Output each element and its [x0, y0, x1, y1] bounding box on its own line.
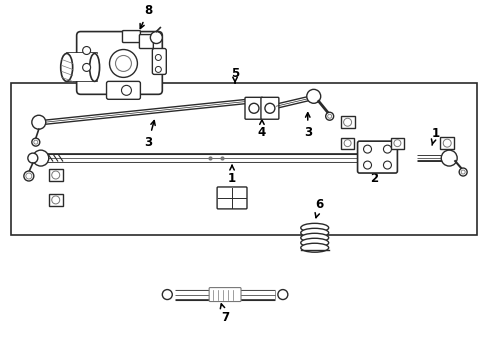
Circle shape [459, 168, 467, 176]
Bar [341, 116, 355, 128]
Circle shape [441, 150, 457, 166]
FancyBboxPatch shape [261, 97, 279, 119]
Text: 3: 3 [145, 121, 155, 149]
Circle shape [33, 150, 49, 166]
Circle shape [443, 139, 451, 147]
Circle shape [278, 289, 288, 300]
Circle shape [32, 138, 40, 146]
Circle shape [52, 171, 60, 179]
Circle shape [394, 140, 401, 147]
Ellipse shape [301, 233, 329, 242]
Bar [391, 138, 404, 149]
Ellipse shape [90, 54, 99, 81]
Circle shape [116, 55, 131, 71]
Circle shape [34, 140, 38, 144]
Circle shape [32, 115, 46, 129]
Text: 2: 2 [370, 166, 379, 185]
Text: 4: 4 [258, 120, 266, 139]
Circle shape [343, 118, 352, 126]
Circle shape [265, 103, 275, 113]
Circle shape [344, 140, 351, 147]
Bar [341, 138, 354, 149]
Ellipse shape [301, 223, 329, 232]
FancyBboxPatch shape [152, 49, 166, 75]
FancyBboxPatch shape [76, 32, 162, 94]
Bar [49, 194, 63, 206]
FancyBboxPatch shape [217, 187, 247, 209]
Circle shape [326, 112, 334, 120]
Bar [49, 169, 63, 181]
Circle shape [162, 289, 172, 300]
Text: 3: 3 [304, 113, 312, 139]
Circle shape [150, 32, 162, 44]
FancyBboxPatch shape [140, 35, 153, 49]
Text: 1: 1 [431, 127, 440, 145]
Circle shape [249, 103, 259, 113]
Bar [440, 137, 454, 149]
FancyBboxPatch shape [358, 141, 397, 173]
Circle shape [110, 50, 137, 77]
Circle shape [28, 153, 38, 163]
Circle shape [155, 54, 161, 60]
FancyBboxPatch shape [122, 31, 141, 42]
Circle shape [307, 89, 321, 103]
Circle shape [328, 114, 332, 118]
FancyBboxPatch shape [209, 288, 241, 302]
Text: 6: 6 [315, 198, 324, 218]
Circle shape [364, 161, 371, 169]
FancyBboxPatch shape [106, 81, 141, 99]
Text: 8: 8 [140, 4, 152, 28]
Circle shape [26, 173, 32, 179]
Circle shape [24, 171, 34, 181]
FancyBboxPatch shape [245, 97, 263, 119]
Ellipse shape [301, 238, 329, 247]
Text: 7: 7 [220, 304, 229, 324]
Bar [11, 84, 477, 235]
Circle shape [83, 46, 91, 54]
Circle shape [122, 85, 131, 95]
Text: 1: 1 [228, 165, 236, 185]
Circle shape [364, 145, 371, 153]
Text: 5: 5 [231, 67, 239, 83]
Circle shape [52, 196, 60, 204]
Circle shape [83, 63, 91, 71]
Circle shape [155, 67, 161, 72]
Ellipse shape [301, 243, 329, 252]
Ellipse shape [301, 228, 329, 237]
Circle shape [384, 161, 392, 169]
Ellipse shape [61, 54, 73, 81]
Circle shape [384, 145, 392, 153]
Bar [67, 54, 97, 81]
Circle shape [461, 170, 465, 174]
